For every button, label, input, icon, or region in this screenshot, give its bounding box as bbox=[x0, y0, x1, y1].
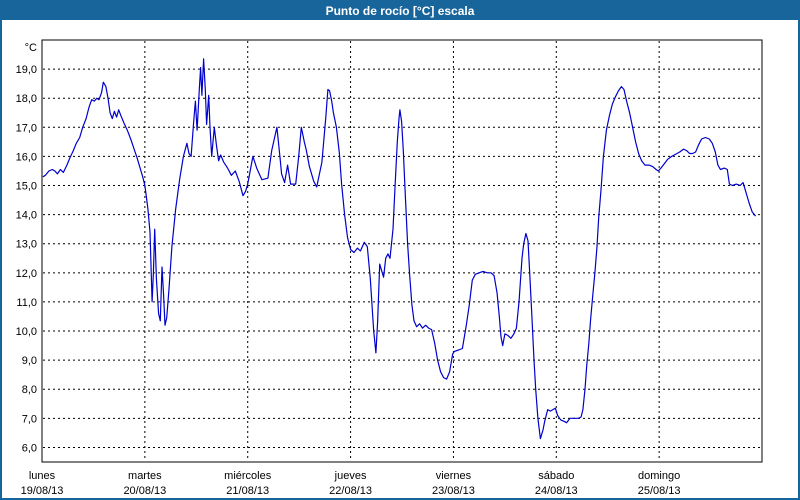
window-title: Punto de rocío [°C] escala bbox=[325, 4, 475, 18]
window-titlebar: Punto de rocío [°C] escala bbox=[2, 2, 798, 20]
